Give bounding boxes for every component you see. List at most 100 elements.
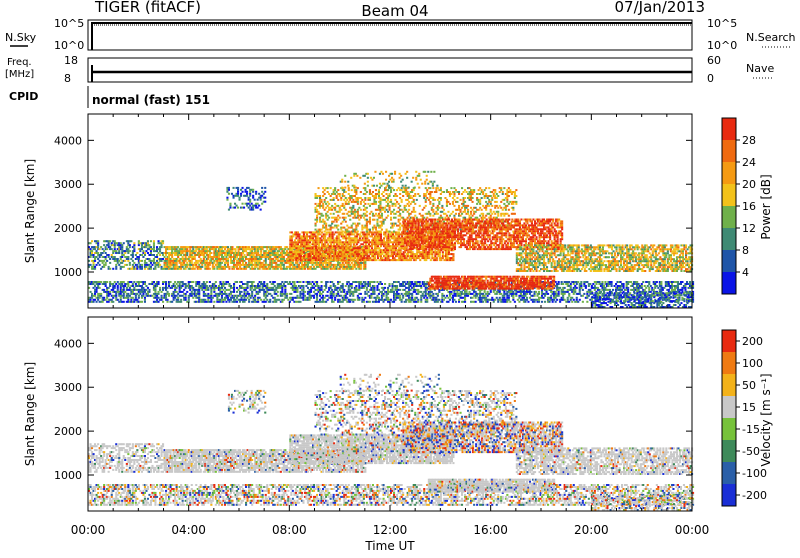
scatter-cell: [648, 283, 650, 285]
scatter-cell: [589, 289, 591, 291]
scatter-cell: [529, 293, 531, 295]
scatter-cell: [112, 283, 114, 285]
scatter-cell: [642, 281, 644, 283]
scatter-cell: [195, 264, 197, 266]
scatter-cell: [254, 295, 256, 297]
scatter-cell: [108, 244, 110, 246]
scatter-cell: [493, 291, 495, 293]
scatter-cell: [426, 299, 428, 301]
scatter-cell: [215, 248, 217, 250]
scatter-cell: [280, 283, 282, 285]
scatter-cell: [302, 293, 304, 295]
scatter-cell: [227, 262, 229, 264]
scatter-cell: [568, 301, 570, 303]
scatter-cell: [171, 287, 173, 289]
scatter-cell: [309, 257, 311, 259]
scatter-cell: [192, 266, 194, 268]
scatter-cell: [179, 283, 181, 285]
scatter-cell: [351, 262, 353, 264]
scatter-cell: [275, 248, 277, 250]
scatter-cell: [368, 239, 370, 241]
scatter-cell: [307, 287, 309, 289]
scatter-cell: [438, 291, 440, 293]
scatter-cell: [222, 289, 224, 291]
scatter-cell: [228, 283, 230, 285]
scatter-cell: [260, 250, 262, 252]
scatter-cell: [265, 266, 267, 268]
scatter-cell: [203, 254, 205, 256]
scatter-cell: [236, 291, 238, 293]
scatter-cell: [272, 287, 274, 289]
scatter-cell: [215, 281, 217, 283]
scatter-cell: [218, 256, 220, 258]
scatter-cell: [369, 285, 371, 287]
scatter-cell: [241, 281, 243, 283]
scatter-cell: [354, 266, 356, 268]
scatter-cell: [379, 281, 381, 283]
scatter-cell: [322, 264, 324, 266]
scatter-cell: [317, 235, 319, 237]
scatter-cell: [192, 287, 194, 289]
scatter-cell: [612, 289, 614, 291]
scatter-cell: [173, 293, 175, 295]
scatter-cell: [316, 293, 318, 295]
scatter-cell: [265, 297, 267, 299]
scatter-cell: [221, 248, 223, 250]
scatter-cell: [330, 266, 332, 268]
scatter-cell: [188, 258, 190, 260]
scatter-cell: [132, 260, 134, 262]
scatter-cell: [419, 281, 421, 283]
scatter-cell: [176, 291, 178, 293]
scatter-cell: [135, 295, 137, 297]
scatter-cell: [508, 299, 510, 301]
scatter-cell: [345, 299, 347, 301]
scatter-cell: [321, 289, 323, 291]
scatter-cell: [109, 281, 111, 283]
scatter-cell: [570, 283, 572, 285]
scatter-cell: [126, 246, 128, 248]
scatter-cell: [302, 285, 304, 287]
scatter-cell: [316, 283, 318, 285]
scatter-cell: [381, 253, 383, 255]
scatter-cell: [357, 295, 359, 297]
scatter-cell: [141, 268, 143, 270]
scatter-cell: [94, 293, 96, 295]
scatter-cell: [420, 301, 422, 303]
scatter-cell: [380, 245, 382, 247]
scatter-cell: [632, 285, 634, 287]
scatter-cell: [568, 293, 570, 295]
scatter-cell: [360, 281, 362, 283]
scatter-cell: [247, 291, 249, 293]
scatter-cell: [342, 245, 344, 247]
scatter-cell: [271, 264, 273, 266]
scatter-cell: [236, 281, 238, 283]
scatter-cell: [425, 295, 427, 297]
scatter-cell: [260, 252, 262, 254]
scatter-cell: [411, 297, 413, 299]
scatter-cell: [595, 283, 597, 285]
scatter-cell: [90, 291, 92, 293]
scatter-cell: [677, 285, 679, 287]
scatter-cell: [373, 291, 375, 293]
scatter-cell: [375, 259, 377, 261]
scatter-cell: [378, 293, 380, 295]
scatter-cell: [339, 281, 341, 283]
scatter-cell: [212, 297, 214, 299]
scatter-cell: [558, 281, 560, 283]
scatter-cell: [209, 268, 211, 270]
scatter-cell: [200, 258, 202, 260]
scatter-cell: [383, 239, 385, 241]
scatter-cell: [138, 258, 140, 260]
scatter-cell: [200, 268, 202, 270]
scatter-cell: [363, 231, 365, 233]
scatter-cell: [296, 291, 298, 293]
scatter-cell: [419, 283, 421, 285]
scatter-cell: [207, 289, 209, 291]
scatter-cell: [224, 264, 226, 266]
scatter-cell: [224, 287, 226, 289]
scatter-cell: [225, 256, 227, 258]
scatter-cell: [518, 297, 520, 299]
scatter-cell: [330, 249, 332, 251]
scatter-cell: [389, 283, 391, 285]
scatter-cell: [156, 246, 158, 248]
